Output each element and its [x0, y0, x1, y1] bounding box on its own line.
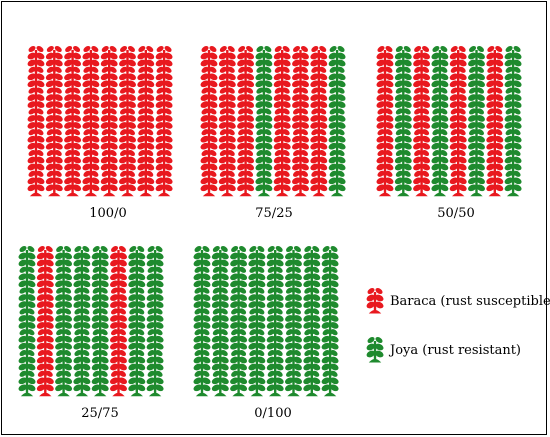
- plant-joya: [90, 244, 111, 273]
- plant-baraca: [135, 44, 156, 73]
- plant-joya: [246, 244, 267, 273]
- legend-plant-green-icon: [364, 335, 386, 364]
- plant-baraca: [62, 44, 83, 73]
- plant-baraca: [217, 44, 238, 73]
- plant-joya: [145, 244, 166, 273]
- plant-joya: [16, 244, 38, 273]
- plant-joya: [228, 244, 249, 273]
- plant-baraca: [374, 44, 396, 73]
- plant-baraca: [235, 44, 256, 73]
- plant-joya: [210, 244, 231, 273]
- plant-joya: [301, 244, 322, 273]
- plant-baraca: [448, 44, 469, 73]
- plant-baraca: [25, 44, 47, 73]
- plant-joya: [466, 44, 487, 73]
- plot-0-100: [191, 244, 341, 397]
- plot-75-25: [198, 44, 348, 198]
- plant-joya: [265, 244, 286, 273]
- plant-baraca: [99, 44, 120, 73]
- plant-baraca: [411, 44, 432, 73]
- plant-baraca: [484, 44, 505, 73]
- plant-joya: [393, 44, 414, 73]
- plant-baraca: [108, 244, 129, 273]
- plant-joya: [327, 44, 348, 73]
- plant-joya: [191, 244, 213, 273]
- plant-baraca: [44, 44, 65, 73]
- plant-joya: [253, 44, 274, 73]
- plant-joya: [283, 244, 304, 273]
- plot-25-75: [16, 244, 166, 397]
- plant-baraca: [80, 44, 101, 73]
- plant-baraca: [154, 44, 175, 73]
- plant-joya: [429, 44, 450, 73]
- legend-plant-red-icon: [364, 286, 386, 315]
- plot-label-75-25: 75/25: [255, 206, 293, 221]
- plant-baraca: [35, 244, 56, 273]
- plant-joya: [320, 244, 341, 273]
- plant-baraca: [308, 44, 329, 73]
- plot-100-0: [25, 44, 175, 198]
- plant-baraca: [290, 44, 311, 73]
- legend-label-joya: Joya (rust resistant): [390, 343, 522, 358]
- legend-label-baraca: Baraca (rust susceptible): [390, 294, 550, 309]
- plot-label-25-75: 25/75: [81, 406, 119, 421]
- plant-joya: [71, 244, 92, 273]
- plant-baraca: [272, 44, 293, 73]
- plot-label-0-100: 0/100: [254, 406, 292, 421]
- plot-label-100-0: 100/0: [89, 206, 127, 221]
- plant-baraca: [198, 44, 220, 73]
- plant-joya: [53, 244, 74, 273]
- plant-joya: [503, 44, 524, 73]
- plot-50-50: [374, 44, 524, 198]
- plot-label-50-50: 50/50: [437, 206, 475, 221]
- plant-joya: [126, 244, 147, 273]
- plant-baraca: [117, 44, 138, 73]
